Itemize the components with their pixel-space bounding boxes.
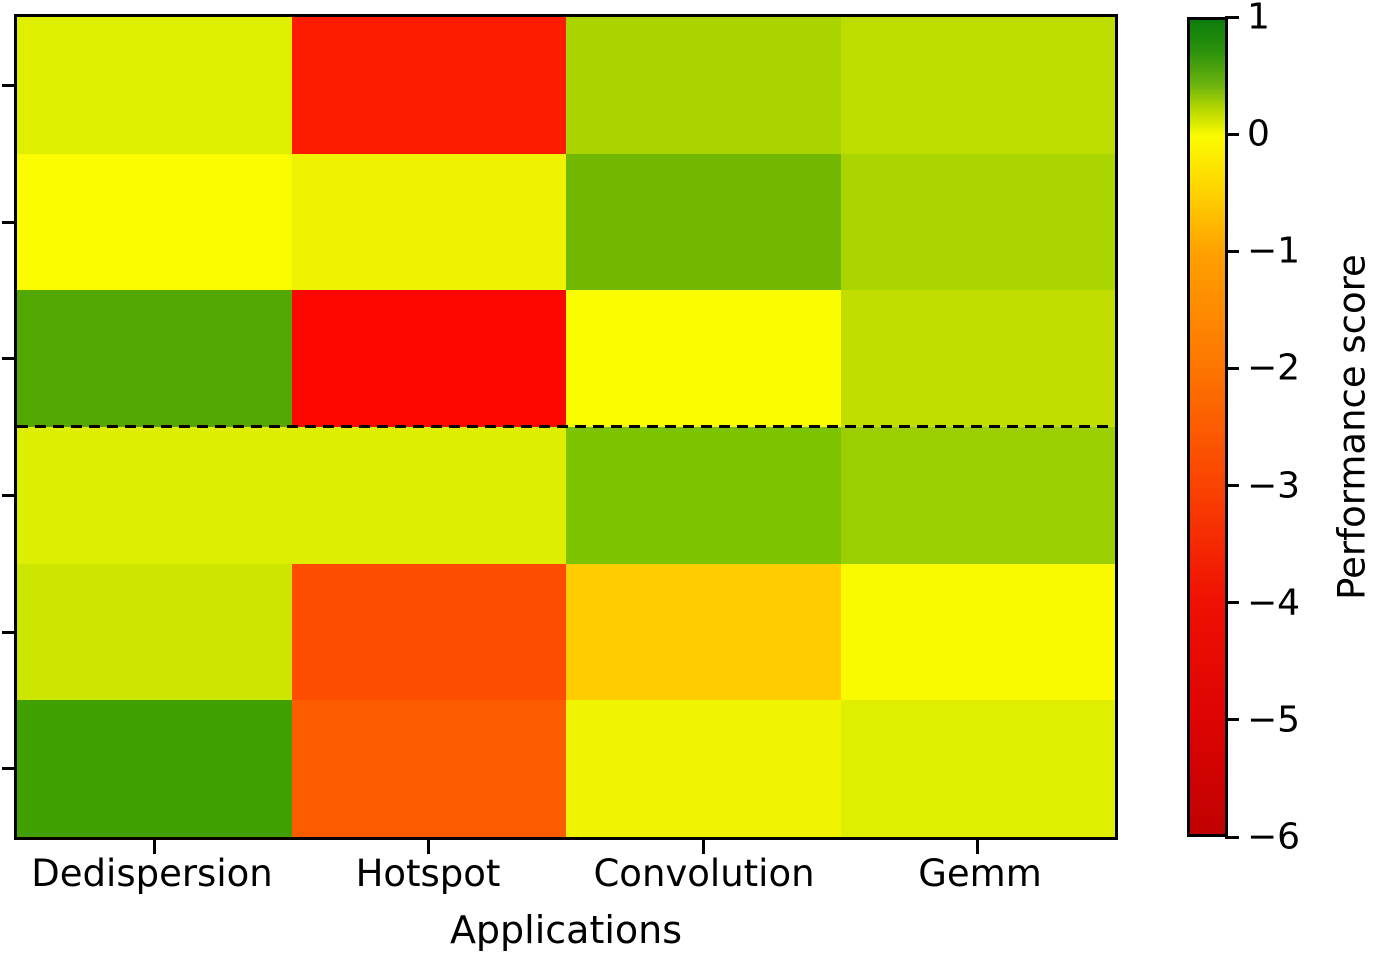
x-tick-label-convolution: Convolution xyxy=(593,852,815,895)
heatmap-cell-r1-c1 xyxy=(17,17,292,154)
y-tick-3 xyxy=(2,357,14,361)
heatmap-cell-r2-c1 xyxy=(17,153,292,291)
heatmap-cell-r1-c4 xyxy=(840,17,1115,154)
colorbar-tick--6 xyxy=(1225,835,1239,839)
heatmap-cell-r6-c3 xyxy=(566,700,841,837)
heatmap-cell-r4-c3 xyxy=(566,427,841,564)
colorbar-ticks: 1 0 −1 −2 −3 −4 −5 −6 xyxy=(1225,0,1379,858)
y-tick-1 xyxy=(2,83,14,87)
colorbar-tick-label-1: 1 xyxy=(1247,0,1270,38)
heatmap-cell-r5-c2 xyxy=(291,563,566,701)
colorbar-tick-1 xyxy=(1225,15,1239,19)
heatmap-cell-r6-c2 xyxy=(291,700,566,837)
x-tick-label-gemm: Gemm xyxy=(918,852,1042,895)
heatmap-plot-area xyxy=(2,14,1118,854)
colorbar-axis-label: Performance score xyxy=(1330,254,1374,600)
colorbar-tick-label--2: −2 xyxy=(1247,347,1301,389)
y-tick-2 xyxy=(2,220,14,224)
colorbar-tick-label--6: −6 xyxy=(1247,816,1301,858)
y-tick-5 xyxy=(2,630,14,634)
heatmap-cell-r5-c4 xyxy=(840,563,1115,701)
heatmap-cell-r5-c1 xyxy=(17,563,292,701)
heatmap-cell-r4-c2 xyxy=(291,427,566,564)
heatmap-cell-r3-c1 xyxy=(17,290,292,427)
x-tick-1 xyxy=(152,840,156,854)
x-axis-label: Applications xyxy=(449,908,683,952)
x-tick-2 xyxy=(427,840,431,854)
x-tick-label-dedispersion: Dedispersion xyxy=(31,852,273,895)
x-tick-label-hotspot: Hotspot xyxy=(355,852,501,895)
colorbar-tick--3 xyxy=(1225,484,1239,488)
heatmap-cell-r4-c1 xyxy=(17,427,292,564)
heatmap-cell-r1-c3 xyxy=(566,17,841,154)
heatmap-cell-r3-c4 xyxy=(840,290,1115,427)
colorbar-tick--4 xyxy=(1225,601,1239,605)
heatmap-cell-r3-c2 xyxy=(291,290,566,427)
colorbar-tick-label--5: −5 xyxy=(1247,699,1301,741)
row-separator-dashed-line xyxy=(17,425,1115,428)
heatmap-cell-r3-c3 xyxy=(566,290,841,427)
heatmap-grid xyxy=(17,17,1115,837)
colorbar-tick-label-0: 0 xyxy=(1247,113,1270,155)
colorbar-tick--5 xyxy=(1225,718,1239,722)
colorbar-tick--1 xyxy=(1225,249,1239,253)
heatmap-cell-r2-c4 xyxy=(840,153,1115,291)
heatmap-cell-r1-c2 xyxy=(291,17,566,154)
colorbar-tick-label--3: −3 xyxy=(1247,465,1301,507)
y-tick-4 xyxy=(2,493,14,497)
heatmap-cell-r4-c4 xyxy=(840,427,1115,564)
heatmap-cell-r6-c1 xyxy=(17,700,292,837)
heatmap-cell-r6-c4 xyxy=(840,700,1115,837)
x-tick-3 xyxy=(701,840,705,854)
x-tick-labels: Dedispersion Hotspot Convolution Gemm xyxy=(14,850,1118,898)
colorbar-gradient xyxy=(1187,17,1228,837)
heatmap-cell-r5-c3 xyxy=(566,563,841,701)
colorbar-tick-0 xyxy=(1225,132,1239,136)
heatmap-cell-r2-c3 xyxy=(566,153,841,291)
colorbar-tick-label--1: −1 xyxy=(1247,230,1301,272)
x-tick-4 xyxy=(976,840,980,854)
colorbar-tick--2 xyxy=(1225,366,1239,370)
colorbar-tick-label--4: −4 xyxy=(1247,582,1301,624)
heatmap-cell-r2-c2 xyxy=(291,153,566,291)
y-tick-6 xyxy=(2,767,14,771)
